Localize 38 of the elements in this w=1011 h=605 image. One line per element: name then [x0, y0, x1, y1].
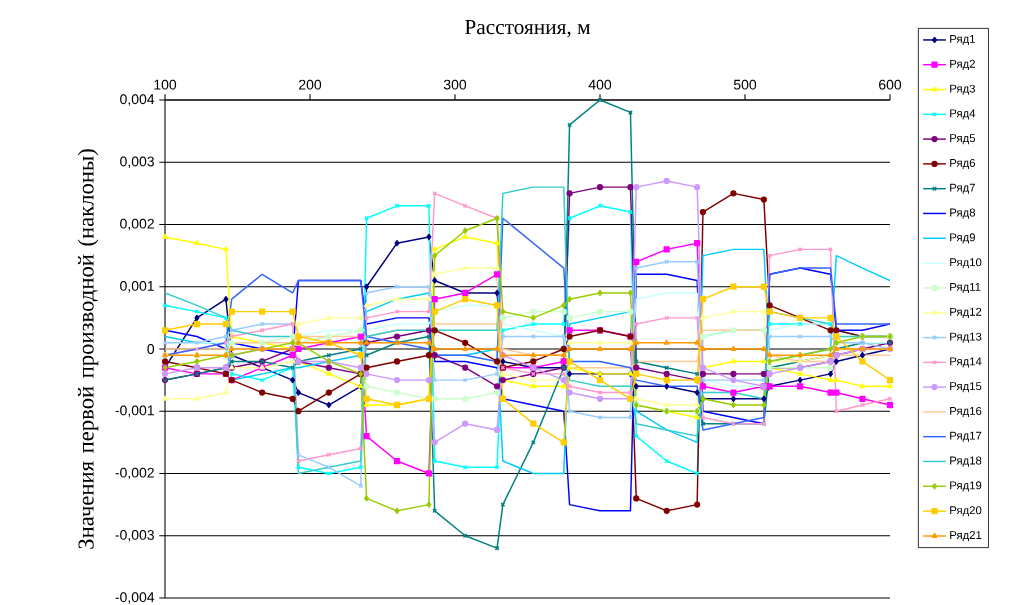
x-tick-label: 100: [154, 79, 177, 90]
legend-label: Ряд8: [950, 208, 976, 219]
legend-label: Ряд13: [950, 332, 982, 343]
legend-label: Ряд6: [950, 158, 976, 170]
legend-label: Ряд4: [950, 109, 976, 120]
x-axis-title: Расстояния, м: [465, 20, 591, 38]
legend-label: Ряд2: [950, 59, 975, 70]
legend-label: Ряд14: [950, 357, 982, 368]
legend-label: Ряд9: [950, 233, 975, 244]
legend-label: Ряд12: [950, 307, 982, 318]
legend-label: Ряд18: [950, 456, 982, 467]
legend-label: Ряд7: [950, 183, 975, 194]
legend-label: Ряд16: [950, 406, 982, 418]
legend-label: Ряд15: [950, 382, 982, 393]
legend-label: Ряд17: [950, 431, 982, 442]
y-tick-label: 0: [147, 344, 155, 354]
y-tick-label: -0,004: [115, 592, 155, 604]
legend-label: Ряд5: [950, 134, 976, 145]
x-tick-label: 600: [879, 79, 902, 90]
x-tick-label: 400: [588, 79, 612, 90]
legend-label: Ряд21: [950, 531, 982, 542]
legend-label: Ряд10: [950, 258, 982, 269]
y-tick-label: 0,002: [120, 218, 154, 231]
x-tick-label: 300: [443, 79, 467, 90]
legend-label: Ряд1: [950, 35, 975, 46]
y-tick-label: 0,003: [120, 156, 154, 169]
x-tick-label: 200: [299, 79, 322, 90]
legend-label: Ряд20: [950, 506, 982, 517]
y-tick-label: -0,002: [115, 467, 154, 480]
x-tick-label: 500: [733, 79, 757, 90]
y-tick-label: -0,001: [115, 405, 154, 418]
legend-label: Ряд3: [950, 84, 976, 95]
legend-label: Ряд11: [950, 283, 981, 294]
y-tick-label: -0,003: [115, 529, 154, 542]
legend-label: Ряд19: [950, 481, 982, 492]
y-axis-title: Значения первой производной (наклоны): [77, 149, 99, 549]
y-tick-label: 0,001: [120, 280, 154, 293]
y-tick-label: 0,004: [120, 94, 155, 106]
